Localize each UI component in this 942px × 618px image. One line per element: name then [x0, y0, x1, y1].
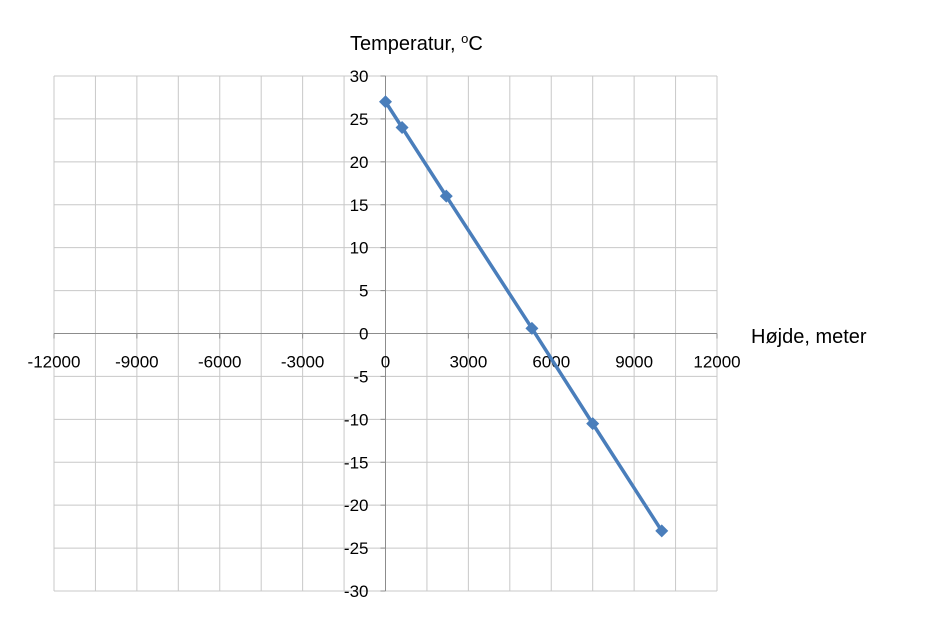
y-tick-label: 25: [350, 110, 369, 129]
y-tick-label: -25: [344, 539, 369, 558]
y-tick-label: 10: [350, 239, 369, 258]
axes: [53, 75, 718, 592]
y-tick-label: 5: [359, 282, 368, 301]
series-line: [384, 100, 664, 532]
data-point-marker: [395, 121, 409, 134]
x-tick-labels: -12000 -9000 -6000 -3000 0 3000 6000 9000 12000: [28, 353, 741, 372]
y-tick-label: -30: [344, 582, 369, 601]
y-tick-label: -10: [344, 410, 369, 429]
y-tick-label: 20: [350, 153, 369, 172]
x-tick-label: 12000: [693, 353, 740, 372]
data-point-marker: [655, 524, 669, 538]
x-tick-label: -12000: [28, 353, 81, 372]
y-tick-label: -5: [353, 367, 368, 386]
x-tick-label: -6000: [198, 353, 241, 372]
y-tick-labels: 30 25 20 15 10 5 0 -5 -10 -15 -20 -25 -30: [344, 67, 369, 601]
y-tick-label: -20: [344, 496, 369, 515]
y-axis-title: Temperatur, oC: [350, 31, 483, 55]
x-tick-label: 3000: [449, 353, 487, 372]
x-tick-label: -9000: [115, 353, 158, 372]
data-series: [379, 95, 669, 538]
y-tick-label: 15: [350, 196, 369, 215]
y-tick-label: 0: [359, 325, 368, 344]
x-tick-label: 0: [381, 353, 390, 372]
y-tick-label: 30: [350, 67, 369, 86]
x-tick-label: 6000: [532, 353, 570, 372]
x-axis-title: Højde, meter: [751, 326, 867, 348]
data-point-marker: [525, 321, 539, 335]
data-point-marker: [586, 417, 600, 431]
x-tick-label: -3000: [281, 353, 324, 372]
data-point-marker: [379, 95, 392, 109]
x-tick-label: 9000: [615, 353, 653, 372]
y-tick-label: -15: [344, 453, 369, 472]
data-point-marker: [439, 189, 453, 203]
